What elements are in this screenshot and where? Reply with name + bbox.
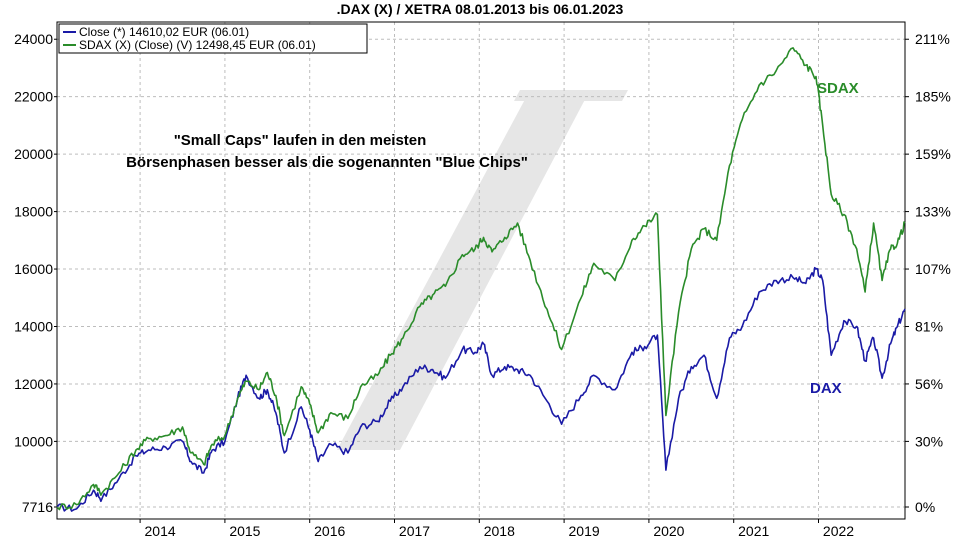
y-axis-left: 7716 10000 12000 14000 16000 18000 20000 22000 2…: [14, 31, 57, 515]
series-line-sdax: [56, 47, 906, 511]
chart-title: .DAX (X) / XETRA 08.01.2013 bis 06.01.20…: [337, 1, 624, 17]
x-tick-label: 2019: [569, 523, 600, 539]
y-left-tick-label: 20000: [14, 146, 53, 162]
x-tick-label: 2018: [484, 523, 515, 539]
legend-entry-dax: Close (*) 14610,02 EUR (06.01): [79, 25, 249, 39]
x-tick-label: 2017: [399, 523, 430, 539]
x-tick-label: 2021: [738, 523, 769, 539]
y-right-tick-label: 133%: [915, 204, 951, 220]
y-right-tick-label: 185%: [915, 89, 951, 105]
y-left-tick-label: 18000: [14, 204, 53, 220]
y-left-tick-label: 22000: [14, 89, 53, 105]
y-right-tick-label: 56%: [915, 376, 943, 392]
legend: Close (*) 14610,02 EUR (06.01) SDAX (X) …: [58, 23, 368, 54]
y-left-tick-label: 10000: [14, 433, 53, 449]
y-right-tick-label: 159%: [915, 146, 951, 162]
y-axis-right: 0% 30% 56% 81% 107% 133% 159% 185% 211%: [905, 31, 951, 515]
y-left-tick-label: 24000: [14, 31, 53, 47]
x-tick-label: 2016: [314, 523, 345, 539]
y-right-tick-label: 30%: [915, 433, 943, 449]
plot-frame: [56, 21, 906, 520]
series-line-dax: [56, 266, 906, 512]
y-right-tick-label: 107%: [915, 261, 951, 277]
watermark-logo-cap: [514, 90, 628, 101]
y-left-tick-label: 12000: [14, 376, 53, 392]
y-left-tick-label: 16000: [14, 261, 53, 277]
annotation-line-1: "Small Caps" laufen in den meisten: [174, 132, 427, 149]
y-right-tick-label: 81%: [915, 318, 943, 334]
legend-entry-sdax: SDAX (X) (Close) (V) 12498,45 EUR (06.01…: [79, 38, 316, 52]
series-layer: [56, 47, 906, 512]
y-left-tick-label: 7716: [22, 499, 53, 515]
y-right-tick-label: 211%: [915, 31, 950, 47]
x-tick-label: 2014: [145, 523, 176, 539]
watermark-logo: [337, 90, 590, 450]
x-tick-label: 2020: [653, 523, 684, 539]
y-left-tick-label: 14000: [14, 318, 53, 334]
x-tick-label: 2015: [229, 523, 260, 539]
legend-box: [58, 23, 368, 54]
x-tick-label: 2022: [823, 523, 854, 539]
series-label-sdax: SDAX: [817, 80, 859, 97]
series-label-dax: DAX: [810, 380, 842, 397]
y-right-tick-label: 0%: [915, 499, 935, 515]
annotation-line-2: Börsenphasen besser als die sogenannten …: [126, 154, 528, 171]
x-axis: 2014 2015 2016 2017 2018 2019 2020 2021 2022: [139, 519, 854, 539]
